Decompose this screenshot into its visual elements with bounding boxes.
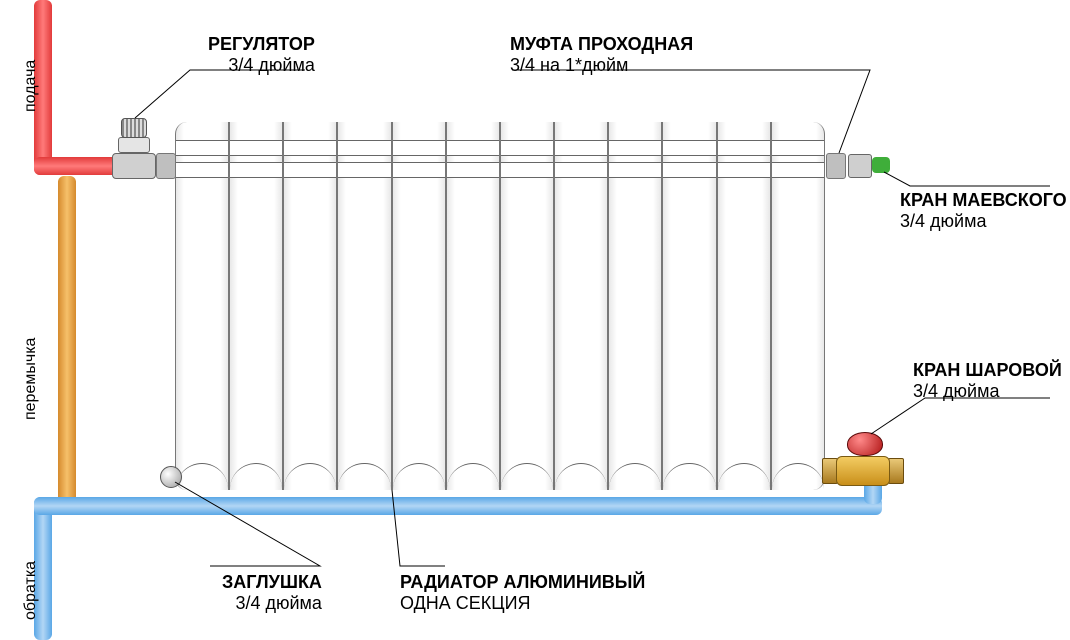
callout-sub: 3/4 на 1*дюйм xyxy=(510,55,693,76)
leader-coupling xyxy=(512,70,870,153)
leader-regulator xyxy=(135,70,305,118)
leader-maevsky xyxy=(884,172,1050,186)
leader-radiator xyxy=(392,490,445,566)
callout-regulator: РЕГУЛЯТОР3/4 дюйма xyxy=(208,34,315,76)
callout-coupling: МУФТА ПРОХОДНАЯ3/4 на 1*дюйм xyxy=(510,34,693,76)
callout-sub: ОДНА СЕКЦИЯ xyxy=(400,593,645,614)
callout-plug: ЗАГЛУШКА3/4 дюйма xyxy=(222,572,322,614)
leader-plug xyxy=(175,482,320,566)
callout-sub: 3/4 дюйма xyxy=(208,55,315,76)
callout-title: ЗАГЛУШКА xyxy=(222,572,322,593)
callout-title: КРАН ШАРОВОЙ xyxy=(913,360,1062,381)
callout-title: РЕГУЛЯТОР xyxy=(208,34,315,55)
callout-maevsky: КРАН МАЕВСКОГО3/4 дюйма xyxy=(900,190,1067,232)
callout-radiator: РАДИАТОР АЛЮМИНИВЫЙОДНА СЕКЦИЯ xyxy=(400,572,645,614)
callout-sub: 3/4 дюйма xyxy=(900,211,1067,232)
callout-sub: 3/4 дюйма xyxy=(222,593,322,614)
callout-title: МУФТА ПРОХОДНАЯ xyxy=(510,34,693,55)
callout-ballvalve: КРАН ШАРОВОЙ3/4 дюйма xyxy=(913,360,1062,402)
callout-title: КРАН МАЕВСКОГО xyxy=(900,190,1067,211)
leader-lines xyxy=(0,0,1070,640)
leader-ballvalve xyxy=(871,398,1050,434)
callout-sub: 3/4 дюйма xyxy=(913,381,1062,402)
callout-title: РАДИАТОР АЛЮМИНИВЫЙ xyxy=(400,572,645,593)
